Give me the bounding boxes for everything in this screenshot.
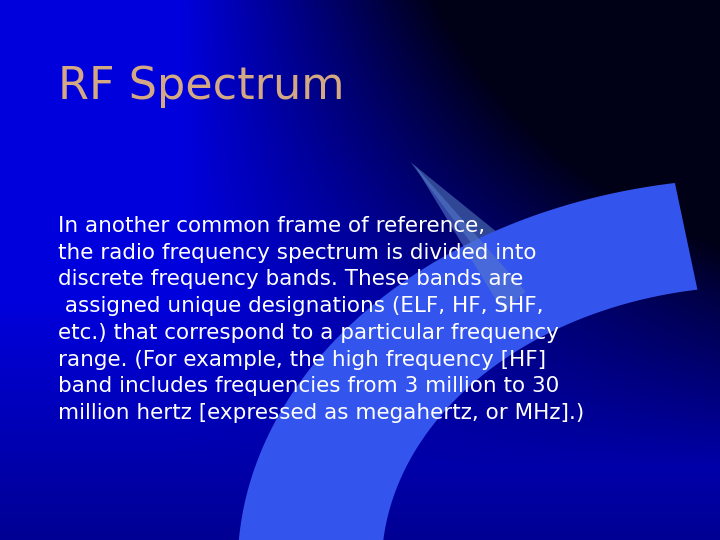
Text: In another common frame of reference,
the radio frequency spectrum is divided in: In another common frame of reference, th…: [58, 216, 584, 423]
Polygon shape: [238, 183, 698, 540]
Text: RF Spectrum: RF Spectrum: [58, 65, 344, 108]
Polygon shape: [410, 162, 590, 335]
Polygon shape: [414, 165, 526, 313]
